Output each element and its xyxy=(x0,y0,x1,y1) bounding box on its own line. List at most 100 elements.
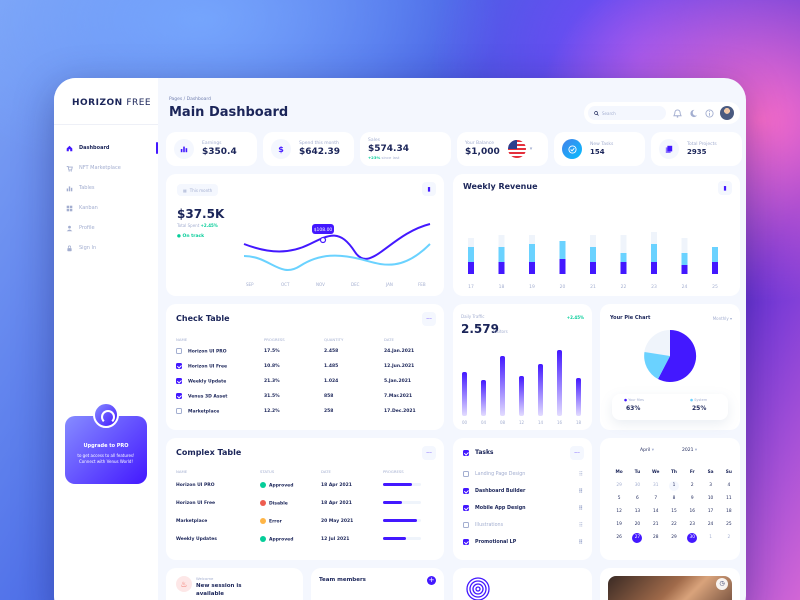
calendar-day[interactable]: 22 xyxy=(671,522,677,527)
bar-segment[interactable] xyxy=(529,235,535,244)
bar-segment[interactable] xyxy=(498,262,505,274)
bar-segment[interactable] xyxy=(498,247,505,262)
bar-segment[interactable] xyxy=(529,262,535,274)
calendar-day[interactable]: 27 xyxy=(632,533,643,543)
bar-segment[interactable] xyxy=(620,253,627,262)
calendar-day[interactable]: 30 xyxy=(634,483,641,488)
bar-segment[interactable] xyxy=(590,247,596,262)
chevron-down-icon[interactable]: ▾ xyxy=(529,146,533,152)
sidebar-item-dashboard[interactable]: Dashboard xyxy=(54,138,158,158)
drag-handle-icon[interactable]: ⠿ xyxy=(578,521,583,529)
row-checkbox[interactable] xyxy=(176,363,182,370)
traffic-bar[interactable] xyxy=(576,378,581,416)
calendar-day[interactable]: 2 xyxy=(690,483,694,488)
calendar-day[interactable]: 7 xyxy=(654,496,658,501)
calendar-day[interactable]: 1 xyxy=(709,535,712,540)
breadcrumb[interactable]: Pages / Dashboard xyxy=(169,97,212,102)
calendar-day[interactable]: 5 xyxy=(617,496,621,501)
more-button[interactable]: ··· xyxy=(570,446,584,460)
calendar-day[interactable]: 3 xyxy=(709,483,712,488)
bar-segment[interactable] xyxy=(681,253,688,265)
upgrade-card[interactable]: Upgrade to PRO to get access to all feat… xyxy=(65,402,147,484)
calendar-day[interactable]: 8 xyxy=(672,496,676,501)
calendar-day[interactable]: 17 xyxy=(707,509,714,514)
calendar-day[interactable]: 12 xyxy=(616,509,622,514)
calendar-day[interactable]: 21 xyxy=(652,522,659,527)
task-item[interactable]: Mobile App Design ⠿ xyxy=(463,504,583,512)
bar-segment[interactable] xyxy=(590,235,596,247)
calendar-day[interactable]: 24 xyxy=(707,522,714,527)
task-checkbox[interactable] xyxy=(463,539,469,545)
sidebar-item-nft-marketplace[interactable]: NFT Marketplace xyxy=(54,158,158,178)
year-select[interactable]: 2021 ▾ xyxy=(682,448,697,453)
bar-segment[interactable] xyxy=(559,241,566,259)
bar-segment[interactable] xyxy=(712,247,718,262)
traffic-bar[interactable] xyxy=(519,376,524,416)
search-input[interactable]: Search xyxy=(588,106,666,120)
add-member-button[interactable]: + xyxy=(427,576,436,585)
bell-icon[interactable] xyxy=(673,108,682,118)
us-flag-icon[interactable] xyxy=(507,140,526,158)
task-checkbox[interactable] xyxy=(463,488,469,494)
traffic-bar[interactable] xyxy=(500,356,505,416)
calendar-day[interactable]: 15 xyxy=(671,509,677,514)
sidebar-item-tables[interactable]: Tables xyxy=(54,178,158,198)
task-checkbox[interactable] xyxy=(463,505,469,511)
traffic-bar[interactable] xyxy=(481,380,486,416)
calendar-day[interactable]: 9 xyxy=(690,496,694,501)
sidebar-item-profile[interactable]: Profile xyxy=(54,218,158,238)
calendar-day[interactable]: 19 xyxy=(616,522,622,527)
calendar-day[interactable]: 16 xyxy=(689,509,696,514)
traffic-bar[interactable] xyxy=(462,372,467,416)
calendar-day[interactable]: 18 xyxy=(726,509,732,514)
drag-handle-icon[interactable]: ⠿ xyxy=(578,504,583,512)
pie-slice-your-files[interactable] xyxy=(658,329,697,382)
bar-segment[interactable] xyxy=(590,262,596,274)
bar-segment[interactable] xyxy=(468,238,474,247)
row-checkbox[interactable] xyxy=(176,378,182,385)
calendar-day[interactable]: 2 xyxy=(727,535,731,540)
calendar-day[interactable]: 25 xyxy=(726,522,732,527)
period-button[interactable]: ▦ This month xyxy=(177,184,219,196)
bar-segment[interactable] xyxy=(468,262,474,274)
avatar[interactable] xyxy=(720,106,734,120)
drag-handle-icon[interactable]: ⠿ xyxy=(578,487,583,495)
drag-handle-icon[interactable]: ⠿ xyxy=(578,538,583,546)
task-item[interactable]: Illustrations ⠿ xyxy=(463,521,583,529)
traffic-bar[interactable] xyxy=(557,350,562,416)
traffic-bar[interactable] xyxy=(538,364,543,416)
task-item[interactable]: Dashboard Builder ⠿ xyxy=(463,487,583,495)
calendar-day[interactable]: 6 xyxy=(636,496,639,501)
calendar-day[interactable]: 4 xyxy=(727,483,731,488)
bar-segment[interactable] xyxy=(559,259,566,274)
chart-options-button[interactable]: ▮ xyxy=(718,181,732,195)
period-dropdown[interactable]: Monthly ▾ xyxy=(713,316,732,321)
month-select[interactable]: April ▾ xyxy=(640,448,654,453)
calendar-day[interactable]: 13 xyxy=(634,509,641,514)
calendar-day[interactable]: 1 xyxy=(668,481,679,491)
bar-segment[interactable] xyxy=(620,235,627,253)
calendar-day[interactable]: 11 xyxy=(726,496,732,501)
calendar-day[interactable]: 14 xyxy=(652,509,659,514)
bar-segment[interactable] xyxy=(681,238,688,253)
bar-segment[interactable] xyxy=(651,262,657,274)
calendar-day[interactable]: 28 xyxy=(652,535,659,540)
more-button[interactable]: ··· xyxy=(422,312,436,326)
pie-slice-system[interactable] xyxy=(644,352,670,379)
task-item[interactable]: Promotional LP ⠿ xyxy=(463,538,583,546)
bar-segment[interactable] xyxy=(651,232,657,244)
bar-segment[interactable] xyxy=(529,244,535,262)
drag-handle-icon[interactable]: ⠿ xyxy=(578,470,583,478)
calendar-day[interactable]: 20 xyxy=(634,522,641,527)
task-item[interactable]: Landing Page Design ⠿ xyxy=(463,470,583,478)
bar-segment[interactable] xyxy=(681,265,688,274)
calendar-day[interactable]: 29 xyxy=(671,535,677,540)
sidebar-item-kanban[interactable]: Kanban xyxy=(54,198,158,218)
calendar-day[interactable]: 31 xyxy=(652,483,659,488)
sidebar-item-sign-in[interactable]: Sign In xyxy=(54,238,158,258)
bar-segment[interactable] xyxy=(620,262,627,274)
bar-segment[interactable] xyxy=(712,262,718,274)
row-checkbox[interactable] xyxy=(176,393,182,400)
bar-segment[interactable] xyxy=(468,247,474,262)
calendar-day[interactable]: 10 xyxy=(707,496,714,501)
